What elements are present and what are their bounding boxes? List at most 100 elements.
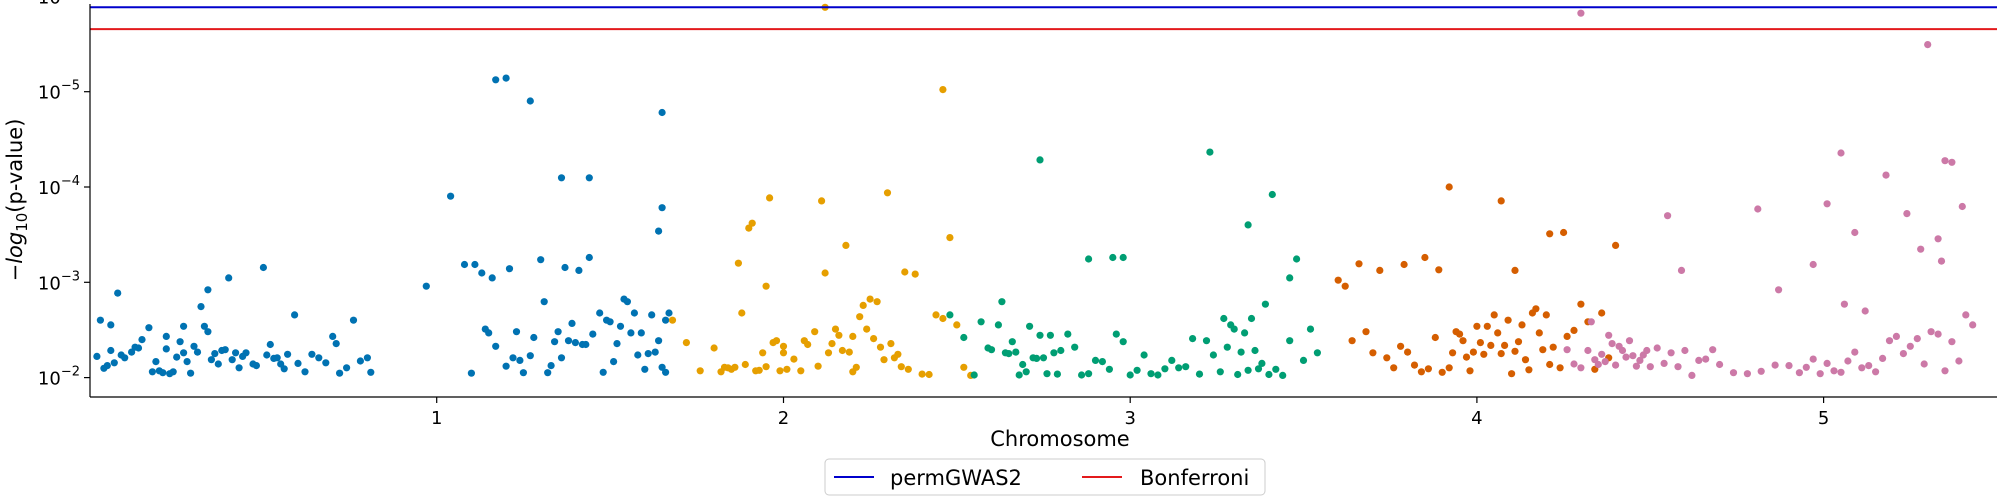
- legend: permGWAS2 Bonferroni: [824, 458, 1266, 496]
- data-point-series-4: [1882, 171, 1890, 179]
- data-point-series-3: [1535, 329, 1543, 337]
- data-point-series-2: [1202, 337, 1211, 345]
- data-point-series-1: [960, 363, 968, 371]
- data-point-series-4: [1584, 346, 1592, 355]
- data-point-series-0: [662, 316, 670, 324]
- data-point-series-0: [627, 329, 635, 337]
- data-point-series-2: [1036, 156, 1044, 164]
- data-point-series-3: [1598, 309, 1606, 317]
- data-point-series-4: [1851, 228, 1859, 237]
- data-point-series-2: [1050, 349, 1058, 357]
- data-point-series-2: [1261, 300, 1269, 308]
- data-point-series-3: [1504, 316, 1512, 324]
- y-tick-label: 10−5: [38, 79, 80, 104]
- data-point-series-2: [977, 318, 985, 326]
- data-point-series-0: [641, 365, 649, 373]
- data-point-series-1: [818, 197, 826, 205]
- data-point-series-4: [1837, 149, 1845, 157]
- data-point-series-0: [214, 360, 222, 368]
- data-point-series-1: [876, 343, 885, 351]
- data-point-series-1: [800, 337, 808, 345]
- y-tick-label: 10−2: [38, 365, 80, 390]
- data-point-series-2: [1008, 338, 1016, 346]
- data-point-series-3: [1390, 364, 1398, 372]
- data-point-series-1: [883, 189, 892, 197]
- data-point-series-4: [1941, 157, 1949, 165]
- data-point-series-4: [1618, 346, 1627, 355]
- data-point-series-2: [1091, 356, 1100, 364]
- data-point-series-0: [148, 368, 156, 376]
- data-point-series-1: [814, 362, 822, 370]
- data-point-series-2: [994, 321, 1003, 329]
- data-point-series-1: [779, 342, 788, 350]
- data-point-series-2: [1175, 364, 1183, 372]
- data-point-series-0: [540, 298, 548, 306]
- data-point-series-0: [138, 336, 146, 344]
- data-point-series-3: [1410, 361, 1419, 369]
- data-point-series-4: [1743, 370, 1751, 378]
- data-point-series-3: [1456, 330, 1464, 338]
- data-point-series-0: [519, 369, 528, 377]
- data-point-series-4: [1667, 349, 1675, 357]
- data-point-series-0: [263, 351, 271, 359]
- y-axis-title-base: 10: [13, 213, 31, 232]
- data-point-series-1: [759, 349, 767, 357]
- data-point-series-3: [1612, 241, 1620, 249]
- data-point-series-4: [1632, 362, 1640, 370]
- data-point-series-0: [561, 263, 569, 272]
- data-point-series-0: [585, 174, 593, 182]
- data-point-series-3: [1549, 343, 1557, 351]
- data-point-series-4: [1861, 307, 1869, 315]
- data-point-series-0: [547, 362, 555, 370]
- data-point-series-0: [152, 358, 160, 366]
- data-point-series-2: [1098, 358, 1106, 366]
- data-point-series-0: [107, 321, 115, 329]
- data-point-series-0: [291, 311, 299, 319]
- data-point-series-0: [537, 256, 545, 264]
- data-point-series-4: [1664, 212, 1672, 220]
- data-point-series-1: [873, 298, 881, 306]
- data-point-series-1: [741, 360, 749, 369]
- data-point-series-4: [1702, 355, 1710, 363]
- data-point-series-1: [849, 332, 857, 340]
- data-point-series-0: [648, 311, 656, 319]
- data-point-series-1: [953, 321, 961, 329]
- data-point-series-1: [783, 365, 791, 373]
- data-point-series-4: [1716, 360, 1724, 369]
- data-point-series-0: [530, 333, 538, 342]
- data-point-series-4: [1636, 356, 1644, 364]
- data-point-series-4: [1625, 337, 1634, 345]
- legend-frame: [824, 458, 1266, 496]
- data-point-series-0: [467, 369, 475, 377]
- data-point-series-0: [280, 365, 288, 373]
- data-point-series-1: [696, 367, 704, 375]
- data-point-series-3: [1449, 349, 1457, 357]
- data-point-series-4: [1594, 360, 1602, 369]
- data-point-series-3: [1546, 360, 1554, 369]
- data-point-series-0: [162, 332, 170, 340]
- data-point-series-2: [1258, 359, 1266, 367]
- data-point-series-0: [557, 174, 566, 182]
- data-point-series-2: [1244, 366, 1252, 374]
- data-point-series-3: [1459, 337, 1467, 345]
- data-point-series-2: [1306, 325, 1315, 333]
- data-point-series-0: [204, 286, 212, 294]
- data-point-series-1: [880, 356, 888, 364]
- data-point-series-0: [159, 369, 167, 377]
- data-point-series-4: [1795, 369, 1803, 377]
- legend-label-permgwas2: permGWAS2: [890, 466, 1022, 490]
- threshold-layer: [90, 6, 1997, 31]
- data-point-series-2: [1057, 346, 1065, 355]
- data-point-series-0: [221, 346, 229, 354]
- data-point-series-3: [1369, 349, 1377, 357]
- data-point-series-4: [1605, 331, 1613, 339]
- data-point-series-0: [343, 364, 351, 372]
- data-point-series-0: [564, 337, 573, 345]
- data-point-series-2: [1206, 148, 1214, 156]
- data-point-series-4: [1612, 361, 1620, 369]
- y-axis-title: −log10(p-value): [3, 119, 31, 282]
- data-point-series-0: [616, 322, 625, 330]
- data-point-series-2: [1268, 190, 1276, 199]
- data-point-series-4: [1587, 318, 1595, 326]
- data-point-series-2: [1209, 351, 1217, 359]
